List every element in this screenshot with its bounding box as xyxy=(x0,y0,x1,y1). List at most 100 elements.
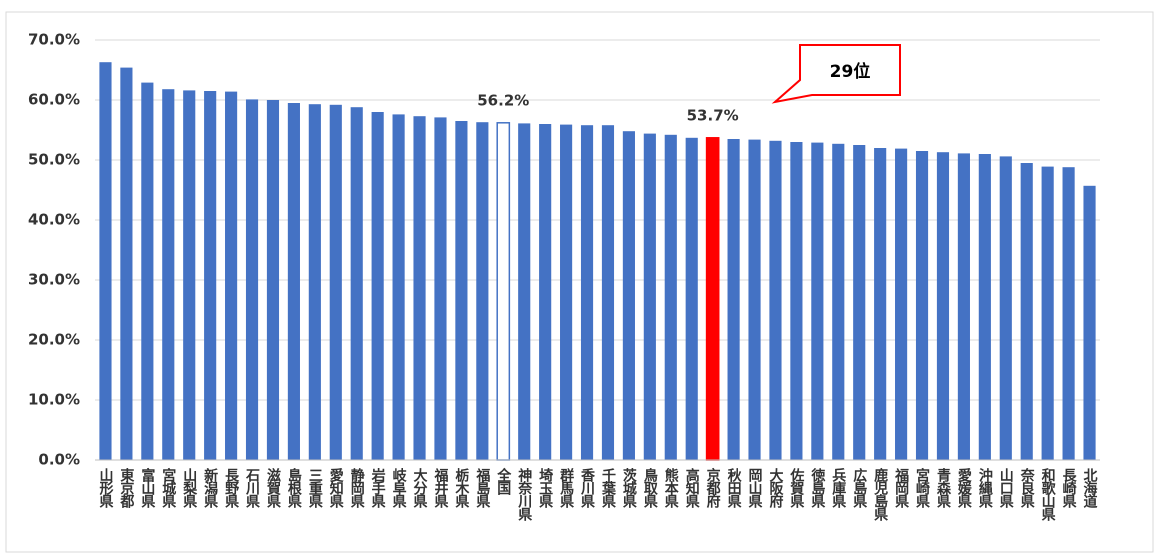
y-tick-label: 50.0% xyxy=(28,151,80,169)
x-tick-label: 宮崎県 xyxy=(914,467,930,509)
x-tick-label: 静岡県 xyxy=(349,467,365,509)
bar xyxy=(811,142,824,460)
x-tick-label: 岡山県 xyxy=(747,468,763,509)
x-tick-label: 徳島県 xyxy=(809,467,826,509)
bar xyxy=(664,134,677,461)
y-tick-label: 70.0% xyxy=(28,31,80,49)
x-tick-label: 新潟県 xyxy=(202,467,218,509)
bar xyxy=(120,67,133,460)
bar xyxy=(727,139,740,460)
y-tick-label: 20.0% xyxy=(28,331,80,349)
bar xyxy=(141,82,154,460)
x-tick-label: 山形県 xyxy=(97,468,113,509)
x-tick-label: 富山県 xyxy=(139,467,155,509)
x-tick-label: 秋田県 xyxy=(726,467,742,509)
bar xyxy=(832,143,845,461)
bar xyxy=(225,91,238,460)
x-tick-label: 兵庫県 xyxy=(830,467,846,509)
bar xyxy=(978,154,991,460)
y-tick-label: 30.0% xyxy=(28,271,80,289)
bar xyxy=(957,153,970,460)
bar xyxy=(413,116,426,460)
bar xyxy=(266,100,280,460)
x-tick-label: 愛媛県 xyxy=(956,467,973,509)
x-tick-label: 島根県 xyxy=(286,467,302,509)
plot: 0.0% 10.0% 20.0% 30.0% 40.0% 50.0% 60.0% 70.0% 山… xyxy=(28,31,1100,522)
x-tick-label: 大阪府 xyxy=(767,467,783,509)
bar xyxy=(539,124,552,460)
bar xyxy=(560,124,573,460)
bar xyxy=(476,122,489,460)
x-tick-label: 青森県 xyxy=(935,467,951,509)
x-tick-label: 沖縄県 xyxy=(977,467,993,509)
x-tick-label: 長野県 xyxy=(223,468,239,509)
x-tick-label: 山口県 xyxy=(998,468,1014,509)
x-tick-label: 岐阜県 xyxy=(391,467,407,509)
callout xyxy=(771,44,901,104)
bar xyxy=(748,139,761,460)
bar xyxy=(287,103,300,460)
x-tick-label: 鹿児島県 xyxy=(872,467,889,522)
x-tick-label: 福島県 xyxy=(474,467,491,509)
x-tick-label: 佐賀県 xyxy=(788,467,805,509)
x-tick-label: 三重県 xyxy=(307,468,323,509)
bar xyxy=(455,121,468,460)
bar xyxy=(769,140,782,461)
y-tick-label: 40.0% xyxy=(28,211,80,229)
x-tick-label: 埼玉県 xyxy=(537,467,553,509)
value-label: 53.7% xyxy=(687,106,739,124)
x-tick-label: 東京都 xyxy=(118,467,135,509)
callout-text: 29位 xyxy=(830,61,871,82)
y-tick-label: 0.0% xyxy=(38,451,80,469)
x-tick-label: 群馬県 xyxy=(558,467,575,509)
bar xyxy=(392,114,405,461)
x-tick-label: 福井県 xyxy=(432,467,449,509)
bar xyxy=(643,133,656,460)
bar xyxy=(1041,166,1054,460)
bar xyxy=(1083,185,1096,461)
bar xyxy=(183,90,196,461)
x-tick-label: 石川県 xyxy=(244,468,261,509)
x-tick-label: 栃木県 xyxy=(453,467,470,509)
x-tick-label: 神奈川県 xyxy=(516,467,533,522)
x-tick-label: 熊本県 xyxy=(663,467,679,509)
x-tick-label: 愛知県 xyxy=(328,467,344,509)
x-tick-label: 奈良県 xyxy=(1019,467,1036,509)
bar xyxy=(496,122,511,461)
bar xyxy=(99,62,112,460)
bar xyxy=(580,125,594,460)
x-tick-label: 香川県 xyxy=(579,467,596,509)
bar xyxy=(895,148,908,460)
x-tick-label: 宮城県 xyxy=(160,467,176,509)
x-tick-label: 山梨県 xyxy=(181,468,198,509)
x-tick-label: 広島県 xyxy=(851,467,867,509)
x-tick-label: 高知県 xyxy=(684,467,700,509)
value-label: 56.2% xyxy=(477,91,529,109)
bar xyxy=(790,142,803,460)
bar xyxy=(601,125,615,460)
x-tick-label: 京都府 xyxy=(705,467,722,509)
bar xyxy=(1020,163,1033,460)
x-tick-label: 千葉県 xyxy=(600,467,617,509)
bar xyxy=(705,137,720,461)
x-tick-label: 岩手県 xyxy=(370,467,387,509)
x-tick-label: 大分県 xyxy=(412,467,428,509)
x-tick-label: 滋賀県 xyxy=(265,467,282,509)
bar xyxy=(204,91,217,460)
y-tick-label: 60.0% xyxy=(28,91,80,109)
bar xyxy=(915,151,929,460)
x-tick-label: 和歌山県 xyxy=(1040,468,1056,522)
bar xyxy=(371,112,384,460)
bar xyxy=(622,131,635,460)
bar xyxy=(518,123,531,461)
chart-border xyxy=(5,11,1154,553)
x-tick-label: 全国 xyxy=(495,467,512,496)
bar xyxy=(874,148,887,460)
bar xyxy=(245,99,259,461)
x-tick-label: 福岡県 xyxy=(893,467,910,509)
bar xyxy=(936,152,950,460)
y-tick-label: 10.0% xyxy=(28,391,80,409)
bar xyxy=(350,107,363,460)
